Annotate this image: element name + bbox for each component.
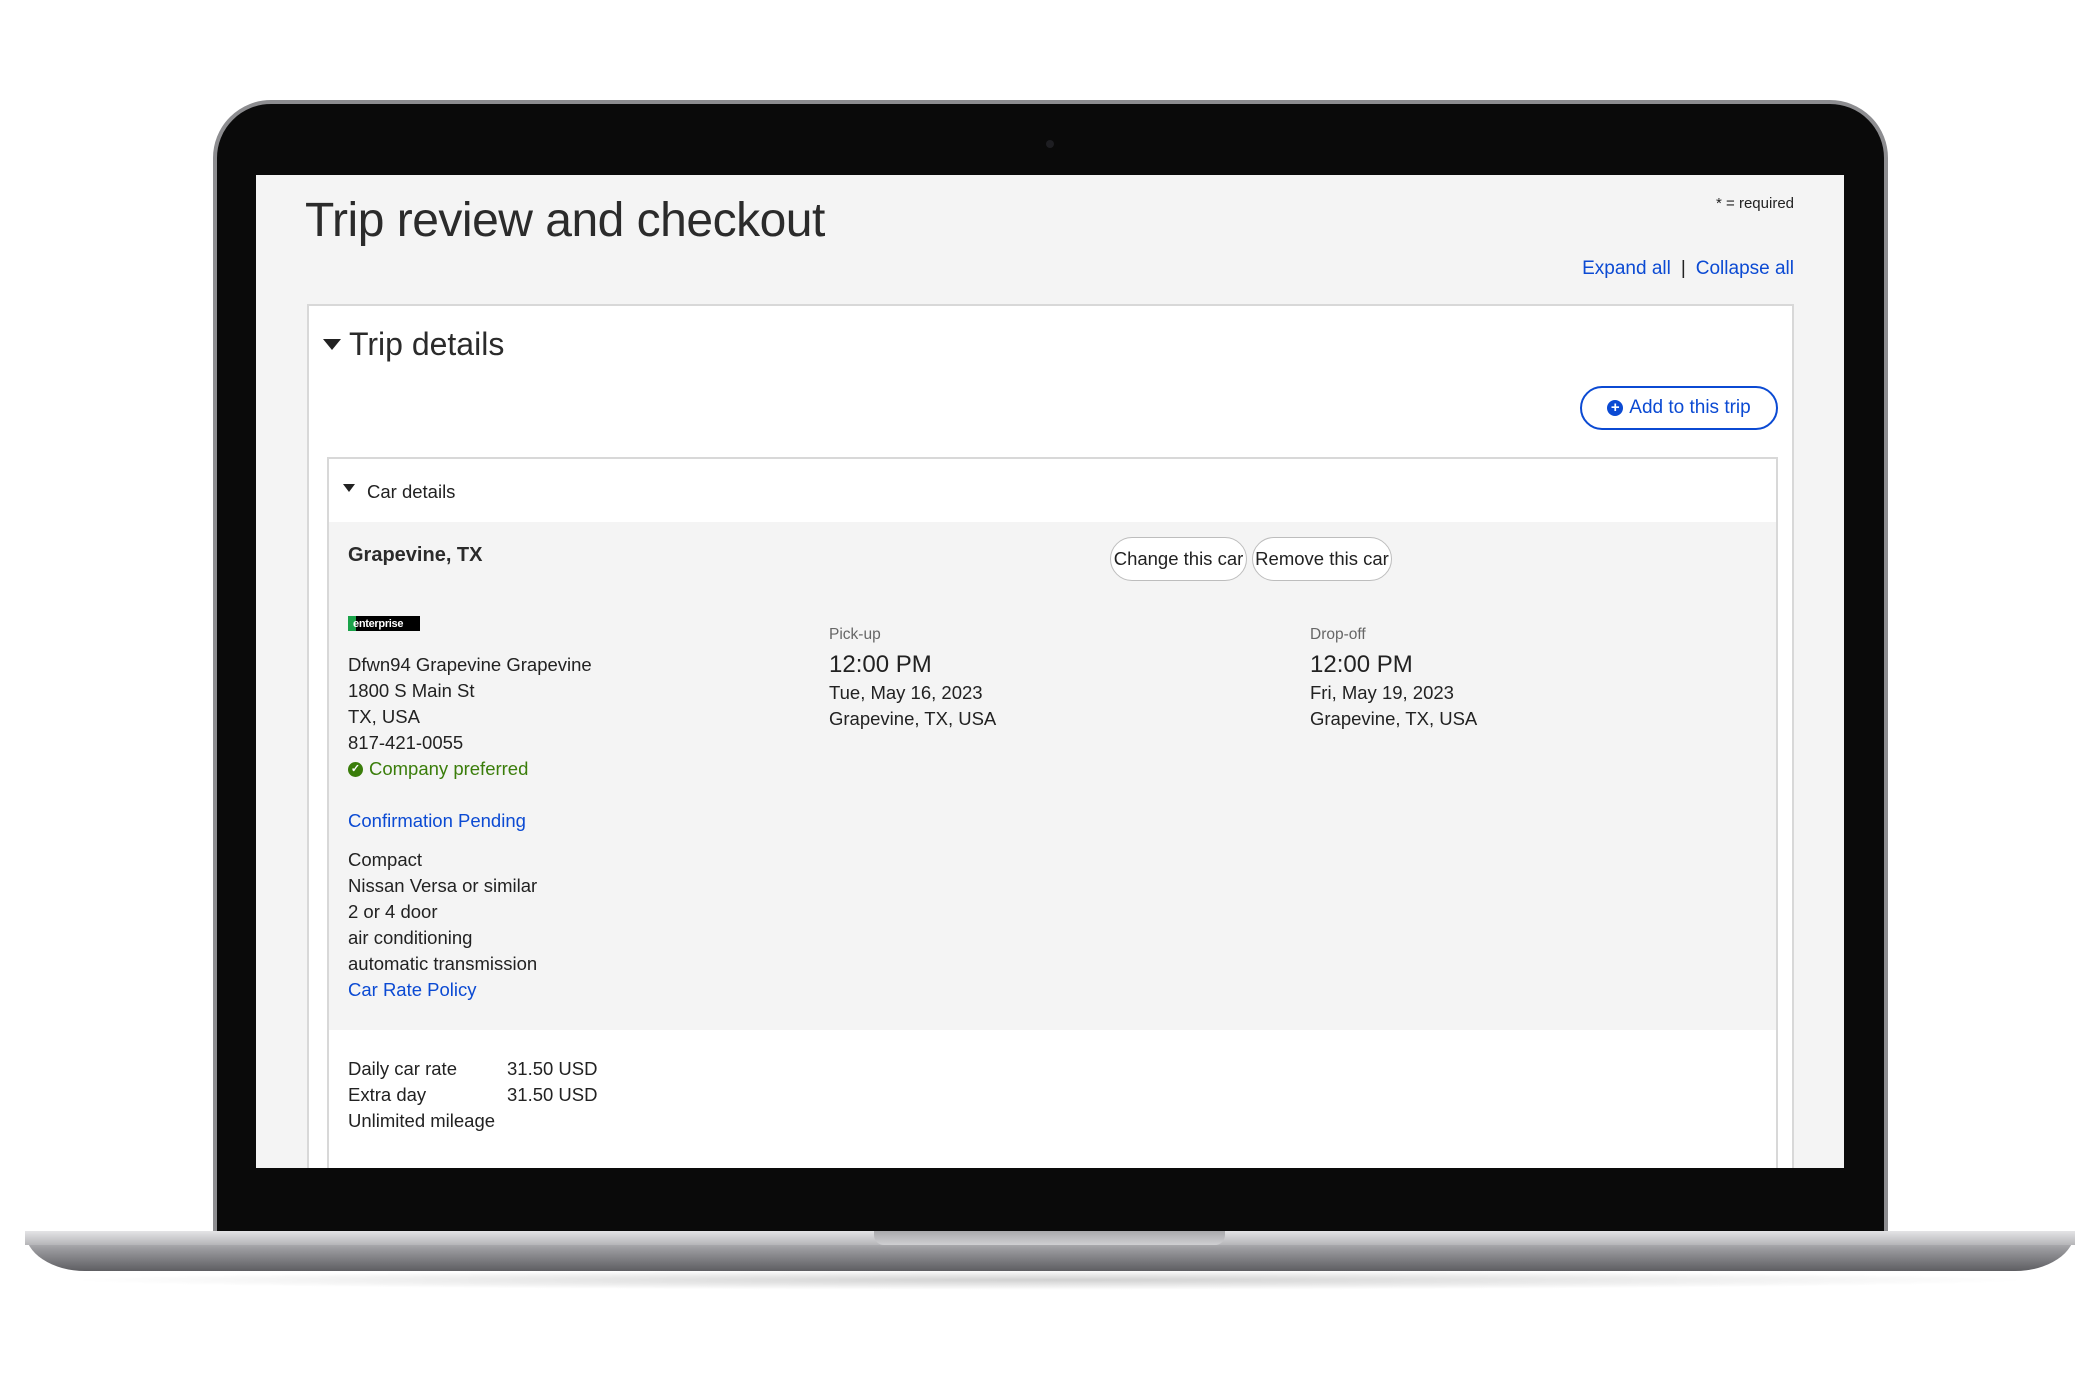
caret-down-icon [343,484,355,492]
company-preferred-label: Company preferred [369,758,529,779]
expand-all-link[interactable]: Expand all [1582,258,1671,279]
rate-row: Daily car rate 31.50 USD [348,1056,598,1082]
rate-value [507,1108,598,1134]
car-doors: 2 or 4 door [348,901,438,922]
caret-down-icon [323,339,341,350]
dropoff-date: Fri, May 19, 2023 [1310,682,1454,703]
dropoff-time: 12:00 PM [1310,651,1413,678]
enterprise-logo: enterprise [348,616,420,631]
page-title: Trip review and checkout [305,194,825,247]
required-note: * = required [1716,195,1794,212]
rates-table: Daily car rate 31.50 USD Extra day 31.50 U… [348,1056,598,1134]
car-transmission: automatic transmission [348,953,538,974]
expand-collapse-links: Expand all | Collapse all [1582,258,1794,280]
laptop-shadow [60,1270,2040,1290]
rate-value: 31.50 USD [507,1058,598,1079]
car-location-title: Grapevine, TX [348,544,483,566]
rate-row: Extra day 31.50 USD [348,1082,598,1108]
rate-label: Unlimited mileage [348,1110,496,1131]
car-summary-panel: Grapevine, TX Change this car Remove thi… [329,522,1776,1030]
screen: Trip review and checkout * = required Ex… [256,175,1844,1168]
car-details-section: Car details Grapevine, TX Change this ca… [327,457,1778,1168]
dropoff-info: Drop-off 12:00 PM Fri, May 19, 2023 Grap… [1310,622,1477,732]
pickup-label: Pick-up [829,626,881,643]
vendor-street: 1800 S Main St [348,680,475,701]
vendor-name: Dfwn94 Grapevine Grapevine [348,654,592,675]
add-to-trip-button[interactable]: + Add to this trip [1580,386,1778,430]
collapse-all-link[interactable]: Collapse all [1695,258,1794,279]
check-circle-icon: ✓ [348,761,363,777]
pickup-time: 12:00 PM [829,651,932,678]
trip-details-section: Trip details + Add to this trip Car deta… [307,304,1794,1168]
vendor-region: TX, USA [348,706,420,727]
rate-label: Daily car rate [348,1058,457,1079]
laptop-notch [874,1231,1225,1245]
pickup-date: Tue, May 16, 2023 [829,682,983,703]
add-to-trip-label: Add to this trip [1629,397,1751,418]
car-details-toggle[interactable]: Car details [343,481,455,503]
rate-value: 31.50 USD [507,1084,598,1105]
trip-details-toggle[interactable]: Trip details [323,326,504,363]
rate-label: Extra day [348,1084,427,1105]
car-model: Nissan Versa or similar [348,875,538,896]
vendor-info: Dfwn94 Grapevine Grapevine 1800 S Main S… [348,652,592,1003]
pickup-info: Pick-up 12:00 PM Tue, May 16, 2023 Grape… [829,622,996,732]
car-ac: air conditioning [348,927,473,948]
plus-circle-icon: + [1607,400,1624,416]
trip-details-heading: Trip details [349,326,505,362]
car-class: Compact [348,849,423,870]
car-details-heading: Car details [367,481,456,502]
remove-car-button[interactable]: Remove this car [1252,537,1392,581]
pickup-location: Grapevine, TX, USA [829,708,997,729]
vendor-phone: 817-421-0055 [348,732,464,753]
confirmation-pending-link[interactable]: Confirmation Pending [348,810,526,831]
link-separator: | [1680,258,1686,279]
company-preferred-badge: ✓ Company preferred [348,756,592,782]
car-rate-policy-link[interactable]: Car Rate Policy [348,979,477,1000]
dropoff-location: Grapevine, TX, USA [1310,708,1478,729]
camera-icon [1046,140,1054,148]
rate-row: Unlimited mileage [348,1108,598,1134]
dropoff-label: Drop-off [1310,626,1366,643]
change-car-button[interactable]: Change this car [1110,537,1247,581]
